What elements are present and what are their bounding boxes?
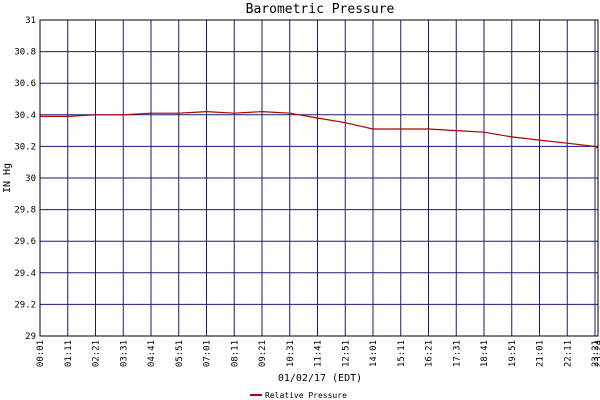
y-tick-label: 30.6	[14, 79, 36, 89]
x-tick-label: 02:21	[92, 340, 102, 367]
x-tick-label: 16:21	[425, 340, 435, 367]
x-tick-label: 05:51	[175, 340, 185, 367]
y-tick-label: 29.6	[14, 237, 36, 247]
x-tick-label: 10:31	[286, 340, 296, 367]
x-tick-label: 04:41	[147, 340, 157, 367]
x-tick-label: 23:24	[594, 340, 600, 367]
x-tick-label: 11:41	[314, 340, 324, 367]
x-tick-label: 03:31	[119, 340, 129, 367]
series-line-relative-pressure	[40, 110, 599, 149]
data-point	[94, 114, 97, 116]
y-tick-label: 31	[25, 16, 36, 26]
x-tick-label: 19:51	[508, 340, 518, 367]
y-tick-label: 29.2	[14, 300, 36, 310]
y-tick-label: 30.2	[14, 142, 36, 152]
data-point	[511, 136, 513, 138]
data-point	[344, 122, 346, 124]
data-point	[455, 130, 457, 132]
x-tick-label: 01:11	[64, 340, 74, 367]
data-point	[316, 117, 319, 119]
data-point	[261, 111, 263, 113]
x-tick-label: 15:11	[397, 340, 407, 367]
data-point	[566, 142, 568, 144]
x-axis-title: 01/02/17 (EDT)	[278, 373, 362, 384]
data-point	[122, 114, 124, 116]
x-tick-label: 18:41	[480, 340, 490, 367]
x-tick-label: 09:21	[258, 340, 268, 367]
x-tick-label: 21:01	[536, 340, 546, 367]
x-tick-label: 14:01	[369, 340, 379, 367]
data-point	[538, 139, 541, 141]
data-point	[289, 112, 291, 114]
chart-title: Barometric Pressure	[246, 2, 395, 17]
y-tick-label: 29	[25, 332, 36, 342]
data-point	[427, 128, 430, 130]
data-point	[150, 112, 152, 114]
x-tick-label: 12:51	[341, 340, 351, 367]
data-point	[400, 128, 402, 130]
data-point	[178, 112, 180, 114]
x-tick-label: 07:01	[203, 340, 213, 367]
y-tick-label: 29.4	[14, 269, 36, 279]
x-tick-label: 23:21	[591, 340, 600, 367]
x-tick-label: 22:11	[563, 340, 573, 367]
x-axis-ticks: 00:01 01:11 02:21 03:31 04:41 05:51 07:01 08:11…	[36, 340, 600, 367]
y-tick-label: 30.4	[14, 111, 36, 121]
x-tick-label: 17:31	[452, 340, 462, 367]
legend-label: Relative Pressure	[265, 391, 347, 400]
data-point	[205, 111, 208, 113]
data-point	[483, 131, 485, 133]
y-tick-label: 30.8	[14, 48, 36, 58]
y-tick-label: 29.8	[14, 206, 36, 216]
data-point	[594, 145, 596, 147]
x-tick-label: 00:01	[36, 340, 46, 367]
plot-frame	[39, 19, 599, 337]
data-point	[233, 112, 235, 114]
data-point	[372, 128, 374, 130]
y-axis-ticks: 29 29.2 29.4 29.6 29.8 30 30.2 30.4 30.6 30.8 31	[14, 16, 36, 342]
legend: Relative Pressure	[250, 391, 347, 400]
x-tick-label: 08:11	[230, 340, 240, 367]
data-point	[67, 115, 69, 117]
y-axis-title: IN Hg	[2, 163, 13, 193]
y-tick-label: 30	[25, 174, 36, 184]
